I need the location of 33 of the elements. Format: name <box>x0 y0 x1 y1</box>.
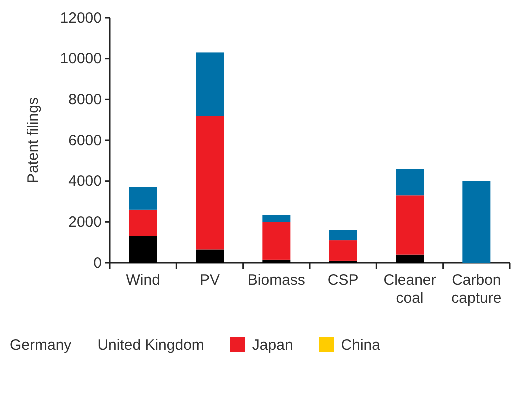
x-tick-label: Carbon capture <box>452 272 502 307</box>
bar <box>396 196 424 255</box>
bar <box>262 215 291 222</box>
text: United Kingdom <box>98 337 204 354</box>
x-tick-label: CSP <box>328 272 359 289</box>
bar <box>329 240 358 261</box>
bar <box>396 254 424 263</box>
bar <box>196 52 224 116</box>
bar <box>196 116 224 250</box>
bar <box>262 260 291 263</box>
bar <box>129 210 158 236</box>
legend-label: China <box>341 337 382 354</box>
bar <box>129 187 158 210</box>
x-tick-label: Cleaner coal <box>384 272 436 307</box>
x-tick-label: Biomass <box>248 272 306 289</box>
bar <box>329 230 358 241</box>
y-tick-label: 12000 <box>60 10 102 27</box>
bar <box>462 181 491 263</box>
y-tick-label: 10000 <box>60 50 102 68</box>
y-tick-label: 8000 <box>68 91 102 108</box>
y-axis-title: Patent filings <box>25 98 42 184</box>
x-tick-label: Wind <box>126 272 160 289</box>
bar <box>129 236 158 263</box>
y-tick-label: 0 <box>94 254 102 272</box>
y-tick-label: 6000 <box>68 132 102 150</box>
bar <box>396 169 424 196</box>
y-tick-label: 4000 <box>68 173 102 190</box>
y-tick-label: 2000 <box>68 214 102 231</box>
x-tick-label: PV <box>200 272 220 289</box>
bar <box>196 250 224 263</box>
bar <box>262 222 291 260</box>
legend-label: Japan <box>252 337 294 354</box>
text: Germany <box>10 337 72 354</box>
